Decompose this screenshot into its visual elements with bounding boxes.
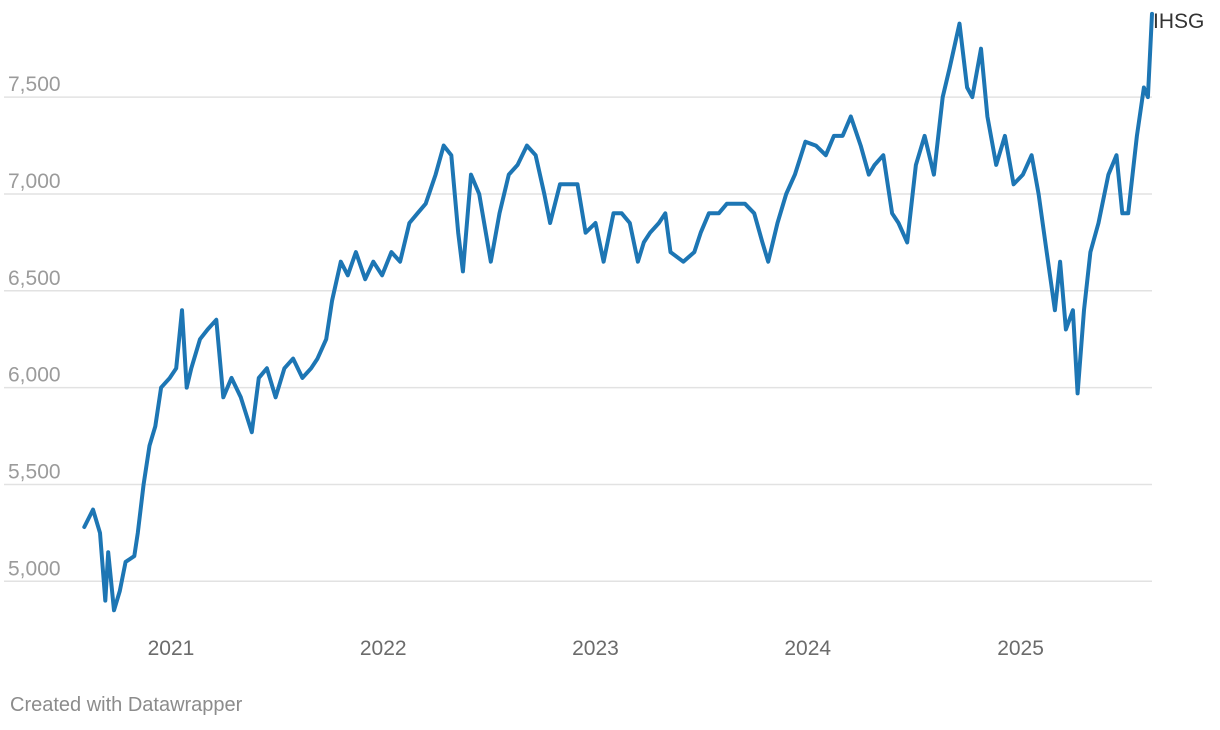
y-tick-label: 7,500 (8, 73, 61, 96)
y-tick-label: 5,500 (8, 460, 61, 483)
x-tick-label: 2023 (572, 637, 619, 660)
x-axis: 2021 2022 2023 2024 2025 (148, 637, 1044, 660)
y-axis: 5,000 5,500 6,000 6,500 7,000 7,500 (8, 73, 61, 580)
series-labels: IHSG (1153, 10, 1204, 33)
y-tick-label: 6,000 (8, 364, 61, 387)
datawrapper-credit: Created with Datawrapper (10, 694, 243, 716)
y-tick-label: 7,000 (8, 170, 61, 193)
y-tick-label: 5,000 (8, 557, 61, 580)
series-line-0 (82, 11, 1154, 613)
x-tick-label: 2021 (148, 637, 195, 660)
x-tick-label: 2022 (360, 637, 407, 660)
gridlines (4, 96, 1152, 583)
x-tick-label: 2025 (997, 637, 1044, 660)
series-label: IHSG (1153, 10, 1204, 33)
y-tick-label: 6,500 (8, 267, 61, 290)
series-layer (82, 11, 1154, 613)
x-tick-label: 2024 (784, 637, 831, 660)
